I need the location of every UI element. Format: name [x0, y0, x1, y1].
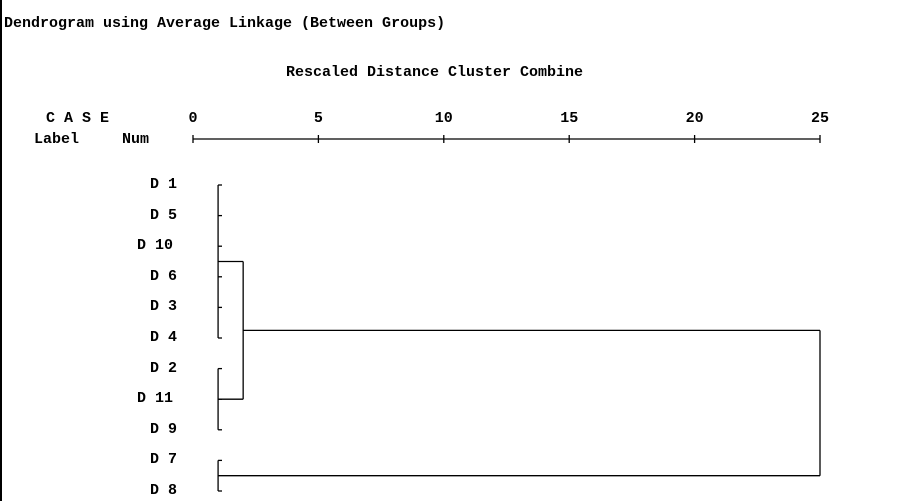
header-case: C A S E: [46, 110, 110, 127]
x-tick-label: 0: [188, 110, 198, 127]
leaf-label: D 6: [150, 267, 178, 285]
window-left-border: [0, 0, 2, 501]
leaf-label: D 10: [137, 237, 174, 255]
leaf-label: D 8: [150, 482, 178, 499]
x-tick-label: 15: [560, 110, 579, 127]
x-tick-label: 5: [313, 110, 323, 127]
header-label: Label: [34, 131, 80, 148]
x-tick-label: 25: [811, 110, 830, 127]
x-tick-label: 20: [685, 110, 704, 127]
leaf-label: D 5: [150, 206, 178, 224]
chart-subtitle: Rescaled Distance Cluster Combine: [286, 64, 584, 81]
leaf-label: D 11: [137, 390, 174, 408]
x-tick-label: 10: [434, 110, 453, 127]
header-num: Num: [122, 131, 150, 148]
leaf-label: D 2: [150, 359, 178, 377]
leaf-label: D 1: [150, 176, 178, 193]
leaf-label: D 9: [150, 420, 178, 438]
leaf-label: D 4: [150, 329, 178, 346]
leaf-label: D 7: [150, 451, 178, 469]
chart-title: Dendrogram using Average Linkage (Betwee…: [4, 15, 446, 32]
leaf-label: D 3: [150, 298, 178, 316]
